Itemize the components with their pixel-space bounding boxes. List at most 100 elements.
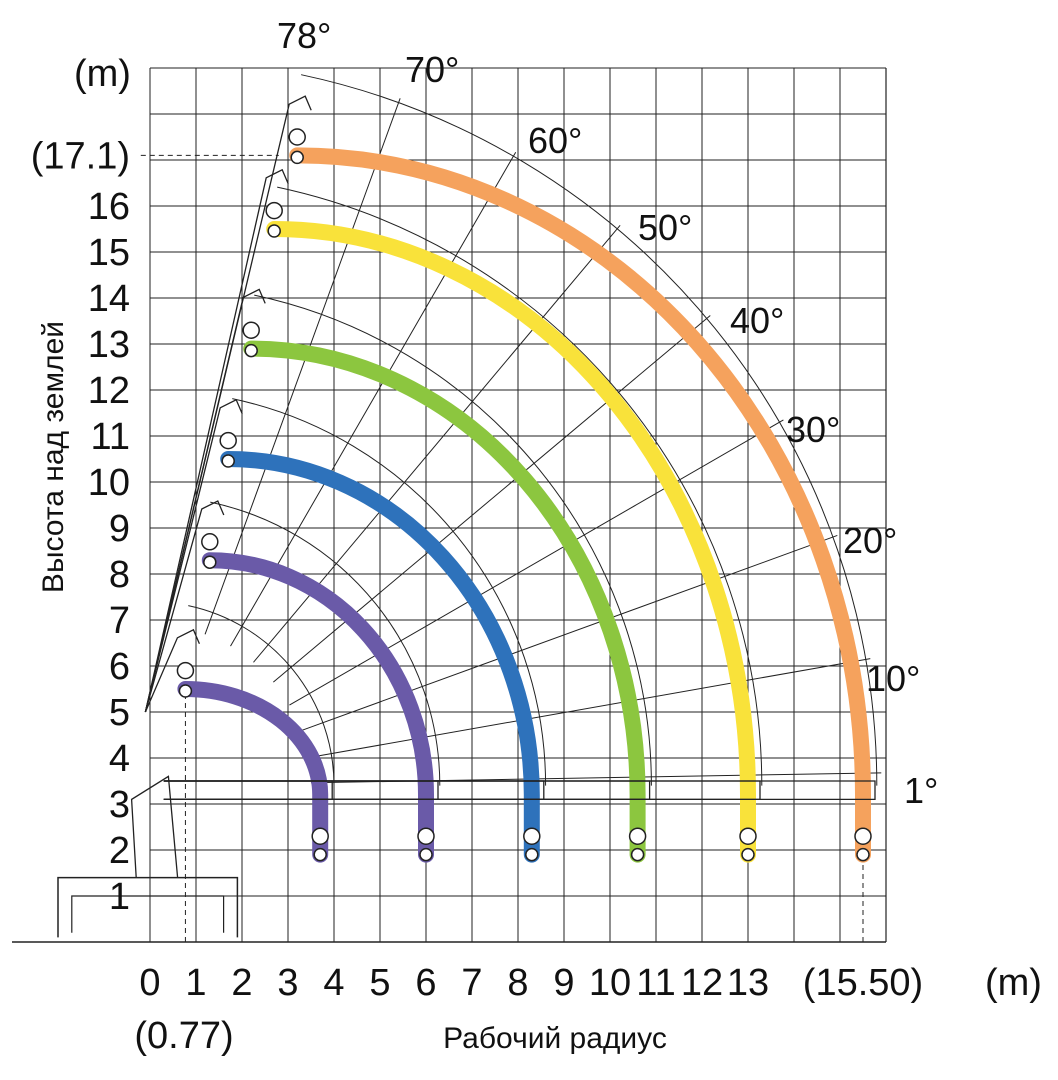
block-bottom	[523, 827, 541, 845]
angle-line	[204, 98, 401, 635]
block-bottom	[854, 827, 872, 845]
y-axis-title: Высота над землей	[37, 321, 70, 593]
block-bottom	[417, 827, 435, 845]
raised-boom	[144, 500, 225, 713]
horizontal-boom	[163, 780, 333, 801]
angle-label: 1°	[904, 770, 938, 811]
y-tick-label: 8	[109, 554, 130, 596]
x-tick-label: 12	[681, 962, 723, 1004]
y-tick-label: 12	[88, 370, 130, 412]
block-bottom	[628, 827, 647, 845]
x-tick-label: 3	[277, 962, 298, 1004]
reference-arc	[232, 398, 547, 786]
y-tick-label: 3	[109, 784, 130, 826]
y-tick-label: 15	[88, 232, 130, 274]
y-unit-label: (m)	[74, 53, 131, 95]
hook-top	[221, 454, 235, 468]
block-top	[176, 661, 195, 680]
reference-arc	[188, 605, 335, 786]
x-tick-label: 2	[231, 962, 252, 1004]
x-tick-label: 4	[323, 962, 344, 1004]
raised-boom	[144, 628, 201, 713]
angle-label: 70°	[405, 49, 459, 90]
hook-bottom	[313, 847, 327, 862]
y-tick-label: 9	[109, 508, 130, 550]
x-extra-tick-label: (0.77)	[134, 1015, 233, 1057]
y-tick-label: 11	[91, 416, 130, 458]
x-unit-label: (m)	[985, 962, 1042, 1004]
angle-lines	[204, 98, 882, 784]
y-tick-label: 7	[109, 600, 130, 642]
tick-labels: 0 1 2 3 4 5 6 7 8 9 10 11 12 13 (15.50)123456789101112…	[31, 135, 923, 1004]
hook-top	[178, 684, 193, 698]
angle-label: 10°	[866, 658, 920, 699]
block-top	[288, 128, 306, 146]
y-tick-label: 5	[109, 692, 130, 734]
x-tick-label: 7	[461, 962, 482, 1004]
range-curve	[220, 451, 540, 863]
raised-boom	[144, 95, 312, 713]
x-tick-label: 9	[553, 962, 574, 1004]
reference-arc	[301, 74, 878, 786]
boom-outlines	[144, 95, 876, 801]
range-curve	[266, 221, 756, 863]
horizontal-boom	[163, 780, 651, 801]
y-tick-label: 16	[88, 186, 130, 228]
angle-label: 20°	[843, 520, 897, 561]
block-bottom	[739, 827, 757, 845]
x-tick-label: 10	[589, 962, 631, 1004]
horizontal-boom	[163, 780, 439, 801]
horizontal-boom	[163, 780, 761, 801]
hook-bottom	[741, 847, 755, 862]
block-bottom	[311, 827, 329, 845]
horizontal-boom	[163, 780, 876, 801]
hook-top	[290, 150, 304, 165]
range-curve	[201, 552, 434, 863]
outrigger-frame	[57, 876, 239, 938]
horizontal-boom	[163, 780, 545, 801]
angle-line	[308, 658, 871, 759]
x-tick-label: 1	[185, 962, 206, 1004]
block-top	[265, 201, 283, 220]
hook-top	[267, 224, 281, 238]
y-tick-label: 10	[88, 462, 130, 504]
y-tick-label: 14	[88, 278, 130, 320]
angle-line	[301, 534, 838, 732]
angle-labels: 78° 70° 60° 50° 40° 30° 20° 10° 1°	[277, 15, 938, 811]
hook-bottom	[630, 847, 645, 862]
reference-arc	[254, 294, 652, 786]
crane-column	[130, 775, 179, 878]
hook-bottom	[419, 847, 433, 862]
angle-line	[253, 224, 621, 663]
y-tick-label: 2	[109, 830, 130, 872]
hook-bottom	[856, 847, 870, 862]
block-top	[201, 533, 219, 551]
y-tick-label: 13	[88, 324, 130, 366]
range-curve	[177, 681, 329, 863]
truck-outline	[57, 775, 239, 938]
reference-arcs	[188, 74, 878, 786]
block-top	[242, 321, 260, 339]
x-tick-label: 6	[415, 962, 436, 1004]
angle-label: 78°	[277, 15, 331, 56]
angle-label: 40°	[730, 300, 784, 341]
angle-label: 60°	[528, 120, 582, 161]
range-curve	[243, 340, 646, 863]
raised-boom	[144, 398, 243, 713]
hook-top	[244, 343, 258, 358]
y-tick-label: (17.1)	[31, 135, 130, 177]
working-range-curves	[176, 128, 872, 863]
block-top	[219, 431, 237, 450]
x-axis-title: Рабочий радиус	[443, 1022, 667, 1055]
x-tick-label: 5	[369, 962, 390, 1004]
y-tick-label: 4	[109, 738, 130, 780]
y-tick-label: 6	[109, 646, 130, 688]
grid	[12, 67, 887, 943]
y-tick-label: 1	[109, 876, 130, 918]
x-tick-label: 13	[727, 962, 769, 1004]
range-curve	[289, 147, 871, 863]
reference-arc	[277, 186, 763, 786]
x-tick-label: (15.50)	[803, 962, 923, 1004]
x-tick-label: 11	[636, 962, 675, 1004]
